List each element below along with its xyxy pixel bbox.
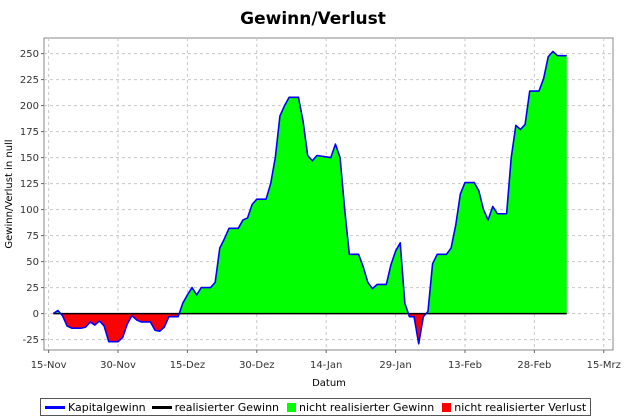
x-tick-label: 13-Feb	[448, 360, 482, 371]
y-axis-ticks: -25 0 25 50 75 100 125 150 175 200 225 250	[20, 49, 44, 346]
series-lines	[52, 50, 567, 345]
line-kapitalgewinn	[52, 50, 567, 345]
area-nicht-realisierter-verlust	[60, 313, 427, 344]
y-tick-label: 225	[20, 75, 39, 86]
area-fills	[53, 51, 567, 344]
x-tick-label: 15-Nov	[31, 360, 67, 371]
x-axis-ticks: 15-Nov 30-Nov 15-Dez 30-Dez 14-Jan 29-Jan 13-F…	[31, 350, 621, 371]
x-tick-label: 30-Dez	[239, 360, 274, 371]
legend-swatch-realisierter-gewinn	[151, 405, 172, 409]
x-tick-label: 15-Mrz	[587, 360, 621, 371]
legend-label-kapitalgewinn: Kapitalgewinn	[68, 400, 146, 414]
y-axis-label: Gewinn/Verlust in null	[4, 139, 15, 248]
x-tick-label: 14-Jan	[310, 360, 342, 371]
legend-label-nicht-realisierter-verlust: nicht realisierter Verlust	[454, 400, 587, 414]
y-tick-label: 75	[26, 231, 39, 242]
legend-swatch-nicht-realisierter-verlust	[442, 402, 452, 412]
legend-item-nicht-realisierter-verlust: nicht realisierter Verlust	[440, 401, 586, 414]
y-tick-label: 100	[20, 205, 39, 216]
y-tick-label: 125	[20, 179, 39, 190]
x-tick-label: 30-Nov	[100, 360, 136, 371]
legend-label-realisierter-gewinn: realisierter Gewinn	[174, 400, 280, 414]
area-nicht-realisierter-gewinn	[53, 51, 567, 314]
y-tick-label: 200	[20, 101, 39, 112]
legend-swatch-kapitalgewinn	[45, 405, 65, 409]
y-tick-label: -25	[23, 335, 39, 346]
x-tick-label: 29-Jan	[379, 360, 411, 371]
y-tick-label: 250	[20, 49, 39, 60]
legend-item-realisierter-gewinn: realisierter Gewinn	[151, 400, 280, 414]
y-tick-label: 150	[20, 153, 39, 164]
y-tick-label: 175	[20, 127, 39, 138]
x-tick-label: 28-Feb	[517, 360, 551, 371]
gewinn-verlust-chart: Gewinn/Verlust -25 0 25 50 75 100 125 150 175 200…	[4, 9, 621, 389]
y-tick-label: 0	[33, 309, 39, 320]
x-tick-label: 15-Dez	[170, 360, 205, 371]
y-tick-label: 50	[26, 257, 39, 268]
legend-swatch-nicht-realisierter-gewinn	[287, 402, 297, 412]
y-tick-label: 25	[26, 283, 39, 294]
legend-label-nicht-realisierter-gewinn: nicht realisierter Gewinn	[299, 400, 435, 414]
legend-item-nicht-realisierter-gewinn: nicht realisierter Gewinn	[285, 401, 434, 414]
chart-legend: Kapitalgewinn realisierter Gewinn nicht …	[40, 398, 592, 416]
chart-title: Gewinn/Verlust	[240, 9, 386, 29]
legend-item-kapitalgewinn: Kapitalgewinn	[45, 401, 146, 414]
x-axis-label: Datum	[312, 378, 346, 389]
